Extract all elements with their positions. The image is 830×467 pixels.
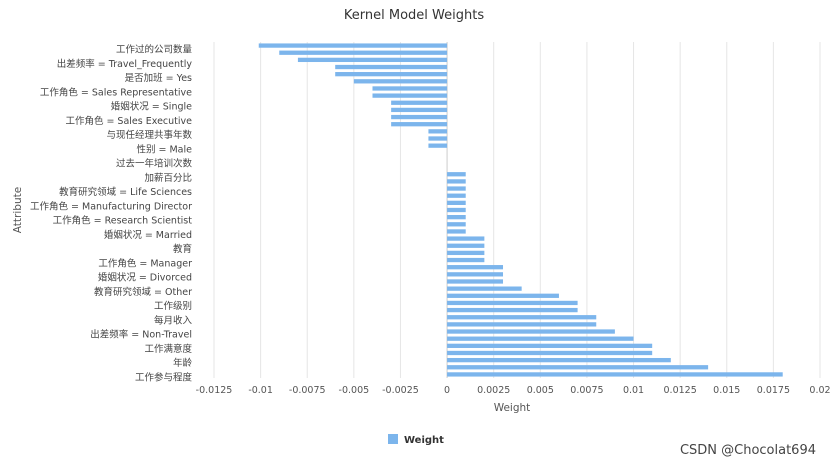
y-tick-label: 性别 = Male xyxy=(136,143,192,155)
legend-swatch[interactable] xyxy=(388,434,398,444)
bar[interactable] xyxy=(391,107,448,113)
grid-lines xyxy=(213,42,821,378)
x-tick-label: -0.005 xyxy=(339,385,370,396)
bar[interactable] xyxy=(279,50,448,55)
y-tick-label: 出差频率 = Non-Travel xyxy=(90,329,192,341)
y-tick-label: 工作角色 = Manager xyxy=(98,257,192,269)
y-tick-label: 工作过的公司数量 xyxy=(116,44,193,56)
y-tick-label: 教育研究领域 = Life Sciences xyxy=(59,186,192,198)
bar[interactable] xyxy=(372,86,448,91)
bar[interactable] xyxy=(391,100,448,105)
bar[interactable] xyxy=(447,322,597,327)
y-tick-label: 婚姻状况 = Married xyxy=(104,229,192,241)
x-tick-label: 0.0125 xyxy=(664,385,697,396)
x-tick-label: 0.0175 xyxy=(757,385,790,396)
bar[interactable] xyxy=(447,343,653,348)
x-tick-label: 0 xyxy=(444,385,450,396)
x-tick-label: -0.01 xyxy=(248,385,273,396)
y-tick-label: 过去一年培训次数 xyxy=(116,158,193,170)
y-tick-label: 工作角色 = Sales Executive xyxy=(65,115,192,127)
x-tick-label: 0.0025 xyxy=(477,385,510,396)
x-tick-label: 0.02 xyxy=(809,385,830,396)
bar[interactable] xyxy=(391,122,448,127)
bar[interactable] xyxy=(447,186,466,191)
bar[interactable] xyxy=(428,143,448,148)
x-tick-label: 0.015 xyxy=(713,385,740,396)
y-tick-label: 婚姻状况 = Divorced xyxy=(98,272,192,284)
bar[interactable] xyxy=(447,300,578,306)
bar[interactable] xyxy=(447,179,466,184)
bar[interactable] xyxy=(447,279,504,284)
y-tick-label: 工作参与程度 xyxy=(135,372,193,384)
y-tick-label: 工作角色 = Research Scientist xyxy=(53,215,193,227)
y-tick-label: 出差频率 = Travel_Frequently xyxy=(57,58,193,70)
bar[interactable] xyxy=(447,357,671,363)
x-tick-label: 0.005 xyxy=(527,385,554,396)
bar[interactable] xyxy=(447,193,466,198)
chart-title: Kernel Model Weights xyxy=(344,8,484,23)
bar[interactable] xyxy=(447,293,559,298)
x-tick-label: 0.01 xyxy=(623,385,644,396)
y-tick-label: 工作级别 xyxy=(154,300,192,312)
bar[interactable] xyxy=(447,207,466,213)
bar[interactable] xyxy=(447,229,466,234)
bar[interactable] xyxy=(447,222,466,227)
bar[interactable] xyxy=(353,79,448,84)
bar[interactable] xyxy=(447,365,709,370)
x-tick-label: -0.0025 xyxy=(382,385,419,396)
y-tick-label: 工作角色 = Sales Representative xyxy=(40,86,192,98)
bar[interactable] xyxy=(447,272,504,277)
bar[interactable] xyxy=(447,236,485,241)
bar[interactable] xyxy=(297,57,448,63)
y-tick-label: 工作满意度 xyxy=(144,343,192,355)
y-tick-label: 工作角色 = Manufacturing Director xyxy=(30,200,192,212)
y-tick-label: 教育 xyxy=(173,243,192,255)
y-tick-label: 婚姻状况 = Single xyxy=(111,101,192,113)
y-tick-label: 年龄 xyxy=(173,357,193,369)
bar[interactable] xyxy=(372,93,448,98)
bar[interactable] xyxy=(447,286,522,291)
x-axis-ticks: -0.0125 -0.01 -0.0075 -0.005 -0.0025 0 0.0025 0… xyxy=(196,385,830,396)
bar[interactable] xyxy=(447,265,504,270)
y-tick-label: 是否加班 = Yes xyxy=(125,72,192,84)
x-tick-label: 0.0075 xyxy=(570,385,603,396)
bar[interactable] xyxy=(447,315,597,320)
legend-label[interactable]: Weight xyxy=(404,435,444,446)
bar[interactable] xyxy=(335,64,448,70)
y-tick-label: 与现任经理共事年数 xyxy=(106,129,192,141)
y-tick-label: 每月收入 xyxy=(154,314,193,326)
bar[interactable] xyxy=(447,250,485,256)
bar[interactable] xyxy=(447,215,466,220)
bar[interactable] xyxy=(447,172,466,177)
bar[interactable] xyxy=(391,114,448,120)
bar[interactable] xyxy=(335,72,448,77)
bar[interactable] xyxy=(447,336,634,341)
x-tick-label: -0.0125 xyxy=(196,385,233,396)
watermark-text: CSDN @Chocolat694 xyxy=(679,443,816,458)
bar[interactable] xyxy=(447,372,783,377)
bar[interactable] xyxy=(447,350,653,356)
y-tick-label: 教育研究领域 = Other xyxy=(94,286,192,298)
bars xyxy=(258,43,783,377)
legend[interactable]: Weight xyxy=(388,434,444,446)
bar[interactable] xyxy=(447,329,615,334)
y-tick-label: 加薪百分比 xyxy=(144,172,192,184)
bar[interactable] xyxy=(447,307,578,313)
bar[interactable] xyxy=(428,129,448,134)
bar[interactable] xyxy=(447,257,485,263)
y-axis-title: Attribute xyxy=(12,187,24,233)
x-tick-label: -0.0075 xyxy=(289,385,326,396)
bar[interactable] xyxy=(428,136,448,141)
bar[interactable] xyxy=(258,43,448,48)
bar[interactable] xyxy=(447,243,485,248)
x-axis-title: Weight xyxy=(494,402,531,414)
bar[interactable] xyxy=(447,200,466,205)
